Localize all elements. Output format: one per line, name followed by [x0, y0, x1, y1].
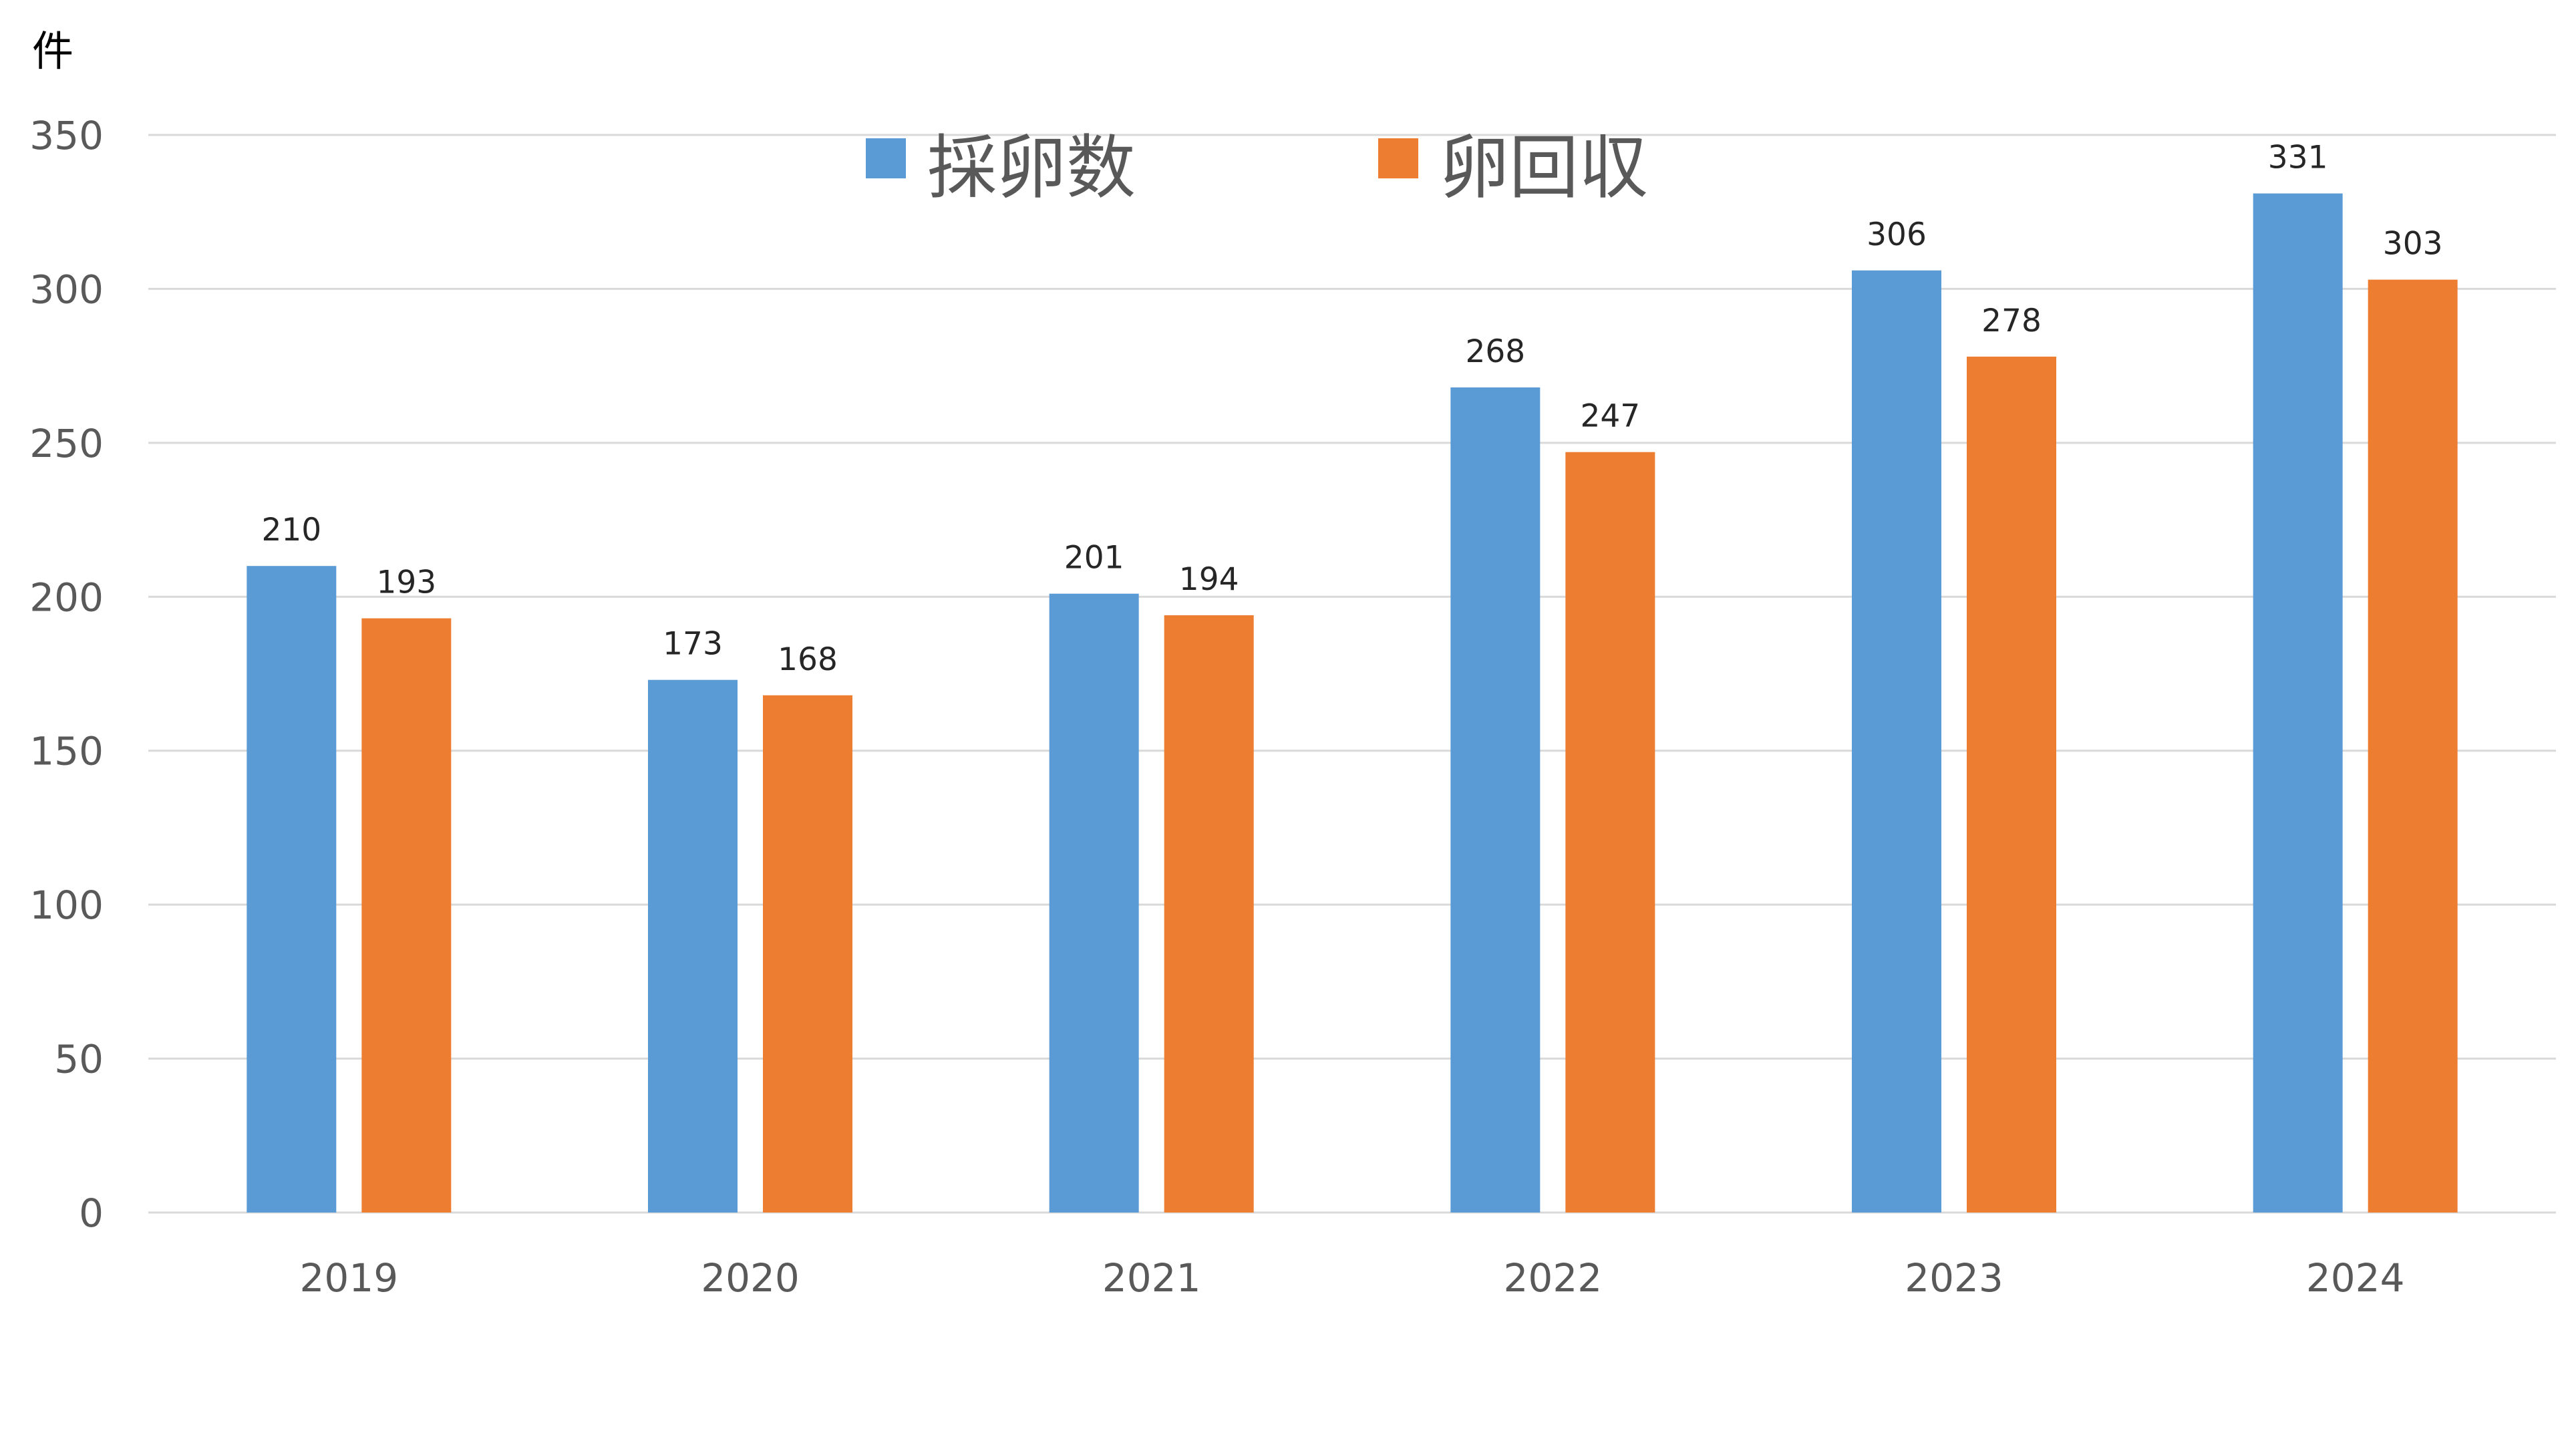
data-label: 306 — [1867, 216, 1927, 253]
bar-egg-retrieval — [1565, 452, 1655, 1213]
bar-egg-collection — [247, 566, 337, 1213]
x-tick-label: 2021 — [1102, 1255, 1201, 1301]
bar-egg-collection — [1049, 593, 1139, 1213]
y-tick-label: 50 — [54, 1037, 104, 1082]
bar-egg-collection — [2253, 193, 2343, 1213]
data-label: 210 — [261, 512, 321, 548]
legend-label: 採卵数 — [927, 127, 1136, 208]
x-tick-label: 2024 — [2306, 1255, 2405, 1301]
bar-egg-retrieval — [763, 695, 852, 1213]
data-label: 331 — [2268, 140, 2328, 176]
y-tick-label: 100 — [29, 883, 104, 928]
data-label: 201 — [1064, 540, 1124, 577]
y-tick-label: 350 — [29, 113, 104, 158]
y-axis-unit-label: 件 — [32, 27, 73, 75]
data-label: 303 — [2383, 226, 2443, 263]
data-label: 194 — [1179, 561, 1239, 598]
data-label: 247 — [1580, 398, 1640, 435]
data-labels: 210 193 173 168 201 194 268 247 306 278 331 303 — [261, 140, 2442, 678]
legend-label: 卵回収 — [1440, 127, 1648, 208]
y-tick-label: 300 — [29, 267, 104, 312]
data-label: 268 — [1465, 333, 1525, 370]
data-label: 193 — [376, 565, 436, 601]
x-axis-ticks: 2019 2020 2021 2022 2023 2024 — [300, 1255, 2405, 1301]
y-tick-label: 200 — [29, 575, 104, 620]
data-label: 278 — [1981, 303, 2042, 339]
x-tick-label: 2022 — [1504, 1255, 1603, 1301]
data-label: 168 — [778, 641, 838, 678]
legend-swatch-egg-retrieval — [1378, 138, 1418, 178]
y-tick-label: 150 — [29, 729, 104, 774]
data-label: 173 — [663, 626, 723, 663]
y-tick-label: 250 — [29, 421, 104, 466]
bar-egg-retrieval — [361, 618, 452, 1213]
y-axis-ticks: 0 50 100 150 200 250 300 350 — [29, 113, 104, 1236]
x-tick-label: 2023 — [1905, 1255, 2003, 1301]
bar-egg-retrieval — [1164, 615, 1254, 1213]
legend: 採卵数 卵回収 — [866, 127, 1648, 208]
y-tick-label: 0 — [79, 1190, 104, 1236]
bars — [247, 193, 2458, 1213]
bar-egg-retrieval — [1967, 356, 2056, 1213]
bar-egg-collection — [1852, 270, 1941, 1213]
x-tick-label: 2020 — [701, 1255, 800, 1301]
gridlines — [148, 134, 2556, 1214]
legend-swatch-egg-collection — [866, 138, 906, 178]
x-tick-label: 2019 — [300, 1255, 399, 1301]
bar-egg-collection — [648, 679, 738, 1213]
bar-egg-collection — [1450, 387, 1541, 1213]
bar-egg-retrieval — [2368, 279, 2458, 1213]
